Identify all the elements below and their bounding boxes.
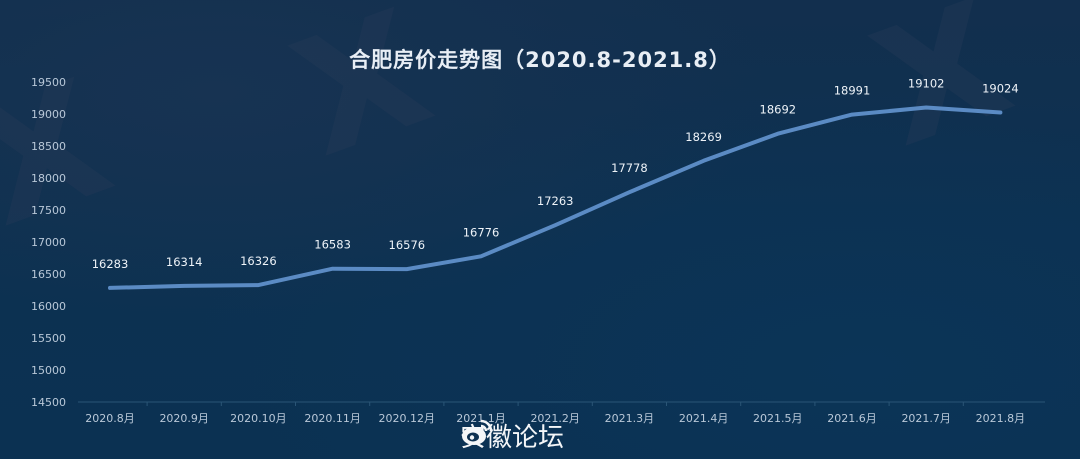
y-tick-label: 16000 xyxy=(31,300,66,313)
x-tick-label: 2021.3月 xyxy=(605,412,655,425)
data-point-label: 18991 xyxy=(834,84,871,98)
y-axis: 19500 19000 18500 18000 17500 17000 16500 16000… xyxy=(31,76,66,409)
data-point-label: 19024 xyxy=(982,81,1019,95)
data-point-label: 18269 xyxy=(685,130,722,144)
data-point-label: 16283 xyxy=(92,257,129,271)
x-tick-label: 2021.6月 xyxy=(827,412,877,425)
x-tick-label: 2020.11月 xyxy=(304,412,361,425)
x-tick-label: 2021.2月 xyxy=(530,412,580,425)
x-tick-label: 2021.5月 xyxy=(753,412,803,425)
data-labels: 16283 16314 16326 16583 16576 16776 17263 17778… xyxy=(92,76,1019,270)
data-point-label: 18692 xyxy=(760,103,797,117)
x-tick-label: 2021.8月 xyxy=(976,412,1026,425)
y-tick-label: 16500 xyxy=(31,268,66,281)
weibo-icon xyxy=(462,419,493,445)
y-tick-label: 17500 xyxy=(31,204,66,217)
y-tick-label: 19500 xyxy=(31,76,66,89)
x-tick-label: 2020.10月 xyxy=(230,412,287,425)
x-tick-label: 2020.8月 xyxy=(85,412,135,425)
y-tick-label: 18000 xyxy=(31,172,66,185)
y-tick-label: 17000 xyxy=(31,236,66,249)
data-point-label: 16314 xyxy=(166,255,203,269)
data-point-label: 17263 xyxy=(537,194,574,208)
y-tick-label: 15000 xyxy=(31,364,66,377)
data-point-label: 16776 xyxy=(463,225,500,239)
x-tick-label: 2020.12月 xyxy=(379,412,436,425)
data-point-label: 16583 xyxy=(314,238,351,252)
y-tick-label: 19000 xyxy=(31,108,66,121)
y-tick-label: 15500 xyxy=(31,332,66,345)
watermark-brand: 安徽论坛 xyxy=(460,417,564,454)
data-point-label: 17778 xyxy=(611,161,648,175)
x-tick-label: 2020.9月 xyxy=(159,412,209,425)
chart-title: 合肥房价走势图（2020.8-2021.8） xyxy=(349,48,731,72)
y-tick-label: 18500 xyxy=(31,140,66,153)
data-point-label: 16326 xyxy=(240,254,277,268)
data-point-label: 19102 xyxy=(908,76,945,90)
data-point-label: 16576 xyxy=(389,238,426,252)
y-tick-label: 14500 xyxy=(31,396,66,409)
x-axis: 2020.8月 2020.9月 2020.10月 2020.11月 2020.12月 20… xyxy=(85,402,1025,425)
price-trend-line xyxy=(108,105,1003,290)
x-tick-label: 2021.7月 xyxy=(901,412,951,425)
x-tick-label: 2021.4月 xyxy=(679,412,729,425)
x-tick-label: 2021.1月 xyxy=(456,412,506,425)
